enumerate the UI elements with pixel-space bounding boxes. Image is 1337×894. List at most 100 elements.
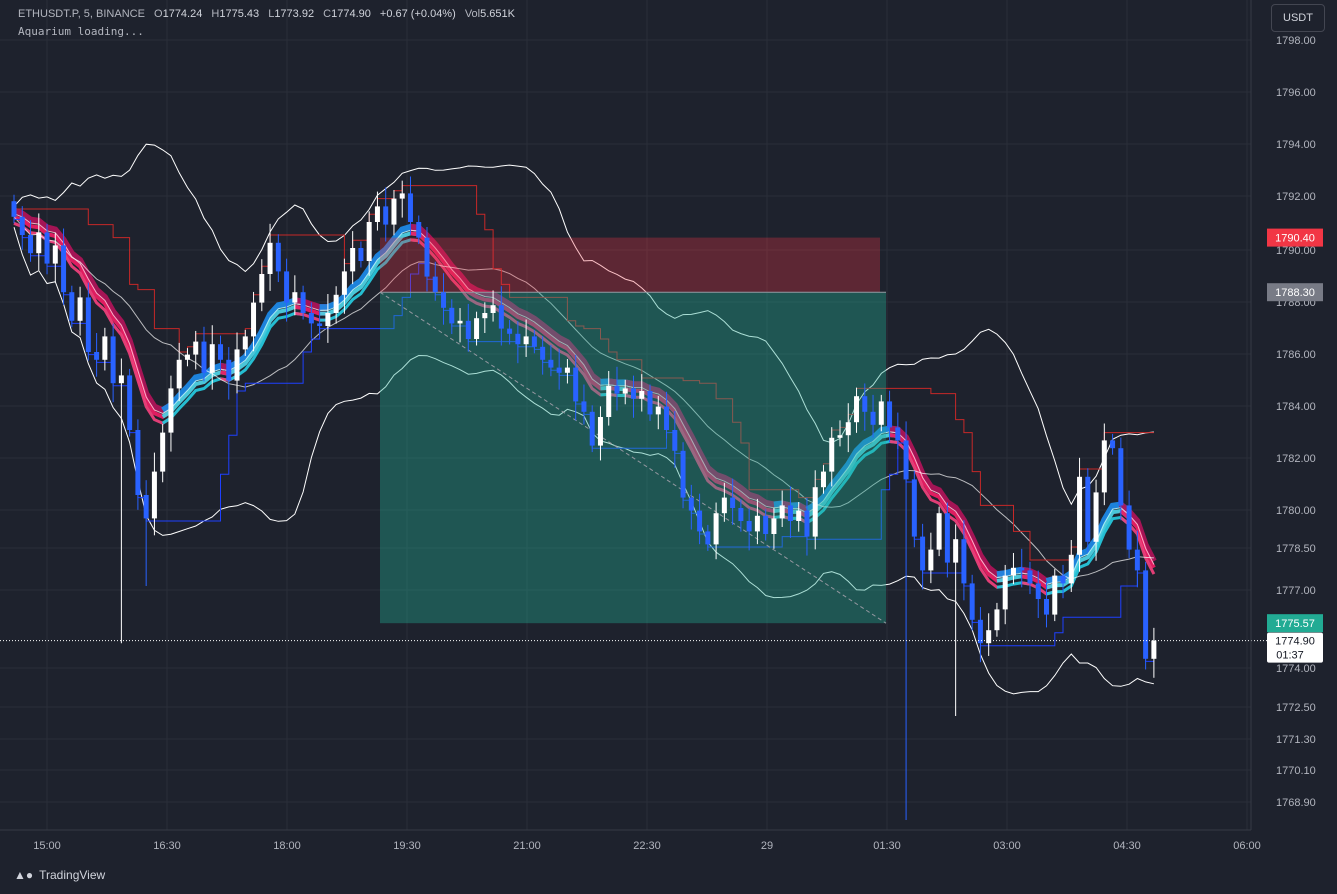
bear-candle (1027, 570, 1033, 584)
bear-candle (614, 385, 620, 394)
pink-ribbon-line (889, 425, 1006, 578)
bull-candle (655, 406, 661, 415)
bear-candle (1143, 570, 1149, 659)
bear-candle (531, 336, 537, 347)
price-tick-label: 1798.00 (1276, 35, 1316, 47)
price-tick-label: 1771.30 (1276, 734, 1316, 746)
bear-candle (449, 307, 455, 324)
bear-candle (1118, 448, 1124, 506)
pink-ribbon-line (410, 223, 609, 385)
bull-candle (292, 292, 298, 303)
bull-candle (251, 302, 257, 337)
open-value: 1774.24 (162, 8, 203, 20)
pink-ribbon-line (1120, 507, 1155, 565)
pink-ribbon-line (1118, 502, 1157, 563)
bear-candle (1085, 476, 1091, 542)
bear-candle (11, 201, 17, 217)
bear-candle (28, 235, 34, 254)
volume-value: 5.651K (480, 8, 515, 20)
time-tick-label: 01:30 (873, 840, 901, 852)
bear-candle (1044, 599, 1049, 615)
bear-candle (672, 430, 678, 451)
candles (11, 176, 1157, 820)
bull-candle (168, 388, 174, 433)
bear-candle (862, 396, 868, 412)
bull-candle (457, 320, 463, 324)
bear-candle (498, 305, 504, 329)
position-diagonal (379, 291, 887, 624)
time-tick-label: 15:00 (33, 840, 61, 852)
currency-button[interactable]: USDT (1271, 4, 1325, 32)
bull-candle (721, 497, 727, 514)
bear-candle (110, 336, 116, 384)
pink-ribbon-line (624, 379, 783, 508)
bear-candle (680, 450, 686, 498)
bull-candle (242, 336, 248, 350)
bear-candle (870, 411, 876, 425)
pink-ribbon-line (13, 213, 172, 415)
time-tick-label: 18:00 (273, 840, 301, 852)
bull-candle (953, 539, 959, 563)
bear-candle (358, 248, 364, 261)
bull-candle (1093, 492, 1099, 542)
bull-candle (820, 471, 826, 488)
bear-candle (581, 401, 587, 412)
bear-candle (143, 495, 149, 519)
position-zones (379, 237, 887, 624)
bull-candle (928, 549, 934, 571)
bull-candle (1052, 575, 1058, 615)
symbol-header: ETHUSDT.P, 5, BINANCE O1774.24 H1775.43 … (18, 8, 515, 20)
time-tick-label: 03:00 (993, 840, 1021, 852)
bull-candle (1002, 575, 1008, 610)
high-label: H (211, 8, 220, 20)
bear-candle (763, 515, 769, 534)
bear-candle (226, 359, 232, 381)
time-tick-label: 22:30 (633, 840, 661, 852)
bull-candle (184, 354, 190, 360)
tradingview-logo[interactable]: ▲● TradingView (14, 868, 105, 882)
bull-candle (878, 401, 884, 425)
low-value: 1773.92 (274, 8, 315, 20)
bull-candle (639, 391, 645, 399)
bull-candle (490, 305, 496, 313)
symbol-name[interactable]: ETHUSDT.P, 5, BINANCE (18, 8, 145, 20)
bear-candle (631, 388, 636, 399)
bear-candle (383, 206, 389, 225)
price-axis: 1798.00 1796.00 1794.00 1792.00 1790.00 1788.… (1276, 35, 1316, 809)
tradingview-logo-icon: ▲● (14, 868, 34, 882)
bear-candle (730, 497, 736, 508)
indicator-status: Aquarium loading... (18, 25, 144, 38)
bull-candle (341, 271, 347, 295)
bull-candle (399, 193, 405, 199)
bear-candle (969, 583, 975, 620)
bull-candle (812, 487, 818, 537)
time-tick-label: 21:00 (513, 840, 541, 852)
bull-candle (597, 417, 603, 446)
bull-candle (606, 385, 612, 417)
bull-candle (391, 198, 397, 225)
pink-ribbon-line (1119, 509, 1156, 569)
price-tick-label: 1786.00 (1276, 349, 1316, 361)
bear-candle (317, 323, 323, 326)
cyan-ribbon-line (228, 311, 304, 382)
bull-candle (36, 232, 42, 254)
bull-candle (474, 318, 480, 339)
price-tag-label: 1775.57 (1275, 618, 1315, 630)
bull-candle (118, 375, 124, 384)
cyan-ribbon-line (161, 377, 230, 425)
cyan-ribbon-line (1045, 508, 1131, 590)
bear-candle (407, 193, 413, 222)
bull-candle (564, 367, 570, 373)
price-tag (1267, 283, 1323, 302)
bear-candle (69, 292, 75, 321)
bear-candle (275, 242, 281, 272)
price-tick-label: 1777.00 (1276, 585, 1316, 597)
cyan-ribbon-line (805, 425, 899, 513)
price-tick-label: 1796.00 (1276, 87, 1316, 99)
bull-candle (936, 513, 942, 550)
bear-candle (804, 510, 810, 537)
bear-candle (944, 513, 950, 563)
bull-candle (209, 344, 215, 373)
cyan-ribbon-line (228, 303, 304, 372)
